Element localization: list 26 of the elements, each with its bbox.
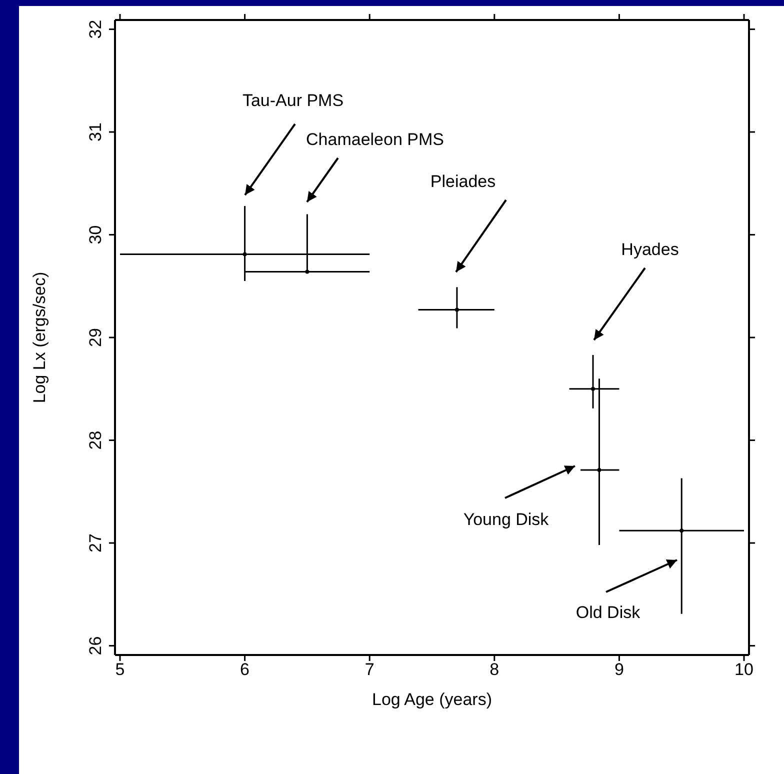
point bbox=[680, 528, 684, 533]
x-tick-label: 5 bbox=[115, 660, 125, 680]
x-tick-label: 8 bbox=[490, 660, 500, 680]
y-tick-label: 29 bbox=[86, 328, 105, 347]
y-tick-label: 26 bbox=[86, 636, 105, 656]
annotation: Tau-Aur PMS bbox=[242, 91, 344, 110]
x-tick-label: 9 bbox=[614, 660, 624, 680]
x-tick-label: 6 bbox=[240, 660, 250, 680]
y-tick-label: 30 bbox=[86, 225, 105, 244]
annotation: Hyades bbox=[621, 240, 679, 259]
x-axis-title: Log Age (years) bbox=[372, 690, 492, 709]
y-axis-title: Log Lx (ergs/sec) bbox=[30, 272, 49, 404]
y-tick-label: 31 bbox=[86, 122, 105, 142]
annotation: Pleiades bbox=[430, 172, 496, 191]
point bbox=[590, 386, 595, 391]
x-tick-label: 10 bbox=[734, 660, 754, 680]
point bbox=[242, 252, 247, 256]
x-tick-label: 7 bbox=[364, 660, 374, 680]
annotation: Chamaeleon PMS bbox=[306, 130, 444, 149]
y-tick-label: 28 bbox=[86, 430, 105, 450]
point bbox=[454, 308, 459, 312]
y-tick-label: 27 bbox=[86, 534, 105, 552]
point bbox=[597, 468, 602, 472]
y-tick-label: 32 bbox=[86, 20, 105, 39]
annotation: Young Disk bbox=[463, 510, 550, 529]
annotation: Old Disk bbox=[576, 603, 641, 622]
